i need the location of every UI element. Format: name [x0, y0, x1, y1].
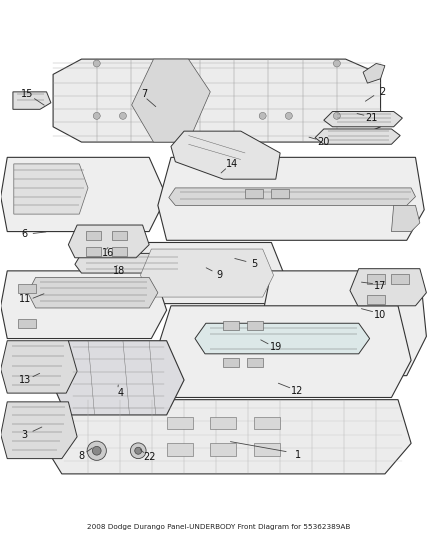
Polygon shape — [44, 400, 411, 474]
Text: 4: 4 — [118, 388, 124, 398]
Polygon shape — [18, 284, 35, 293]
Circle shape — [131, 443, 146, 458]
Polygon shape — [155, 306, 411, 398]
Text: 3: 3 — [21, 430, 28, 440]
Circle shape — [120, 112, 127, 119]
Polygon shape — [18, 319, 35, 328]
Text: 16: 16 — [102, 248, 114, 259]
Polygon shape — [245, 189, 263, 198]
Circle shape — [92, 446, 101, 455]
Circle shape — [135, 447, 142, 454]
Polygon shape — [195, 323, 370, 354]
Text: 6: 6 — [21, 229, 28, 239]
Polygon shape — [166, 417, 193, 430]
Text: 8: 8 — [78, 451, 85, 462]
Polygon shape — [210, 417, 237, 430]
Text: 19: 19 — [270, 342, 282, 352]
Text: 18: 18 — [113, 266, 125, 276]
Circle shape — [93, 112, 100, 119]
Polygon shape — [210, 443, 237, 456]
Polygon shape — [223, 358, 239, 367]
Polygon shape — [1, 271, 166, 338]
Text: 20: 20 — [318, 137, 330, 147]
Circle shape — [333, 60, 340, 67]
Polygon shape — [169, 188, 416, 205]
Polygon shape — [14, 164, 88, 214]
Polygon shape — [367, 274, 385, 284]
Polygon shape — [254, 443, 280, 456]
Polygon shape — [324, 111, 403, 127]
Text: 9: 9 — [216, 270, 222, 280]
Polygon shape — [51, 341, 184, 415]
Circle shape — [259, 112, 266, 119]
Polygon shape — [86, 247, 101, 256]
Polygon shape — [1, 157, 166, 231]
Polygon shape — [350, 269, 426, 306]
Text: 22: 22 — [143, 453, 155, 462]
Text: 11: 11 — [18, 294, 31, 304]
Polygon shape — [223, 321, 239, 330]
Circle shape — [93, 60, 100, 67]
Circle shape — [333, 112, 340, 119]
Polygon shape — [171, 131, 280, 179]
Polygon shape — [367, 295, 385, 304]
Polygon shape — [315, 129, 400, 144]
Polygon shape — [13, 92, 51, 109]
Circle shape — [87, 441, 106, 461]
Text: 17: 17 — [374, 281, 387, 291]
Polygon shape — [392, 274, 409, 284]
Text: 15: 15 — [21, 89, 33, 99]
Polygon shape — [132, 59, 210, 142]
Polygon shape — [166, 443, 193, 456]
Polygon shape — [363, 63, 385, 83]
Polygon shape — [141, 249, 274, 297]
Polygon shape — [112, 247, 127, 256]
Polygon shape — [112, 231, 127, 240]
Polygon shape — [272, 189, 289, 198]
Text: 7: 7 — [141, 89, 148, 99]
Text: 2: 2 — [380, 87, 386, 97]
Polygon shape — [53, 59, 381, 142]
Polygon shape — [1, 402, 77, 458]
Polygon shape — [392, 205, 420, 231]
Polygon shape — [247, 358, 263, 367]
Polygon shape — [254, 417, 280, 430]
Polygon shape — [1, 341, 77, 393]
Polygon shape — [261, 271, 426, 376]
Text: 21: 21 — [366, 113, 378, 123]
Polygon shape — [247, 321, 263, 330]
Text: 5: 5 — [251, 260, 257, 269]
Polygon shape — [75, 253, 186, 273]
Text: 12: 12 — [291, 386, 304, 396]
Text: 14: 14 — [226, 159, 238, 169]
Circle shape — [286, 112, 292, 119]
Text: 2008 Dodge Durango Panel-UNDERBODY Front Diagram for 55362389AB: 2008 Dodge Durango Panel-UNDERBODY Front… — [87, 524, 351, 530]
Text: 10: 10 — [374, 310, 387, 319]
Polygon shape — [158, 157, 424, 240]
Polygon shape — [132, 243, 285, 304]
Polygon shape — [86, 231, 101, 240]
Text: 13: 13 — [18, 375, 31, 385]
Text: 1: 1 — [294, 450, 300, 460]
Polygon shape — [28, 277, 158, 308]
Polygon shape — [68, 225, 149, 258]
